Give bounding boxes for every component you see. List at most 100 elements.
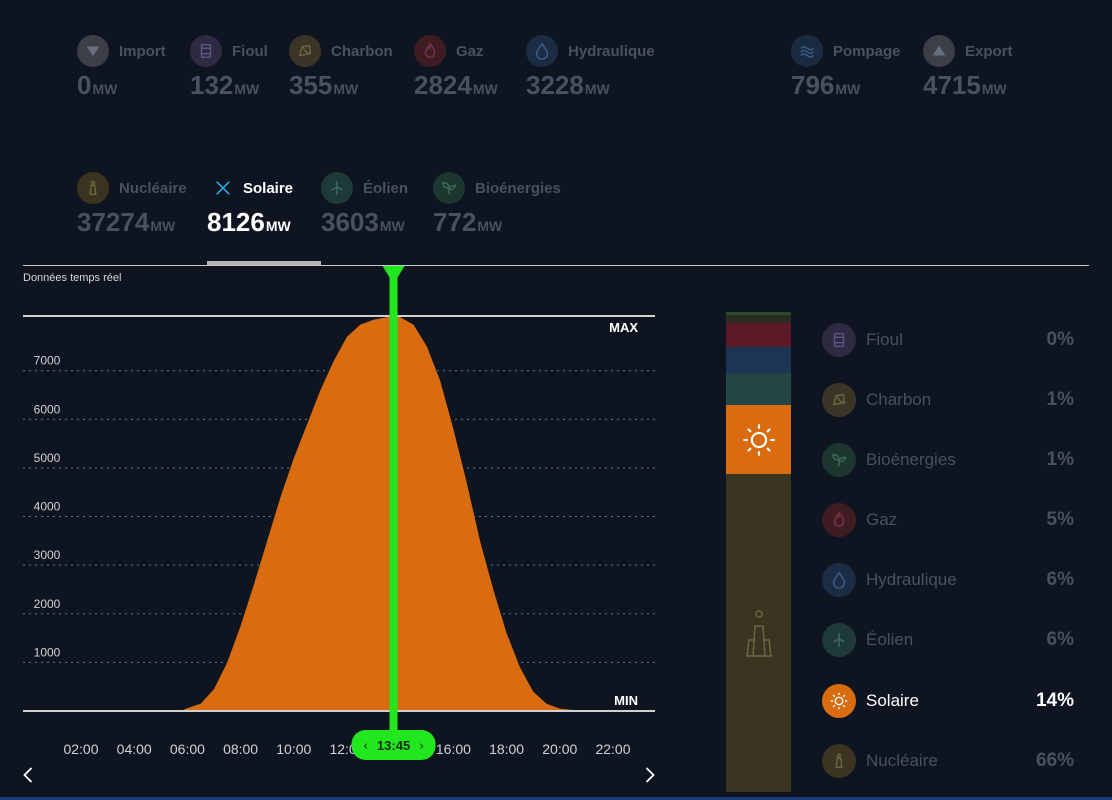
barrel-icon bbox=[822, 323, 856, 357]
x-tick-label: 18:00 bbox=[489, 741, 524, 757]
tile-label: Gaz bbox=[456, 42, 484, 60]
nuclear-plant-icon bbox=[822, 744, 856, 778]
y-tick-label: 5000 bbox=[34, 451, 61, 465]
x-tick-label: 08:00 bbox=[223, 741, 258, 757]
barrel-icon bbox=[190, 35, 222, 67]
chevron-left-icon bbox=[23, 767, 33, 783]
legend-pct: 1% bbox=[1046, 389, 1074, 410]
tile-value: 37274MW bbox=[77, 207, 176, 237]
legend-name: Bioénergies bbox=[866, 450, 956, 469]
y-tick-label: 2000 bbox=[34, 597, 61, 611]
y-tick-label: 4000 bbox=[34, 500, 61, 514]
bottom-accent-bar bbox=[0, 797, 1112, 800]
legend-name: Éolien bbox=[866, 630, 914, 649]
nuclear-plant-icon bbox=[77, 172, 109, 204]
next-arrow[interactable] bbox=[638, 760, 662, 790]
tile-label: Hydraulique bbox=[568, 42, 655, 60]
legend-pct: 6% bbox=[1046, 629, 1074, 650]
tile-import[interactable]: Import 0MW bbox=[77, 35, 166, 98]
x-tick-label: 04:00 bbox=[117, 741, 152, 757]
mix-segment-hydraulique bbox=[726, 347, 791, 373]
nuclear-plant-icon bbox=[745, 610, 772, 657]
wind-turbine-icon bbox=[321, 172, 353, 204]
solar-production-chart[interactable]: 1000 2000 3000 4000 5000 6000 7000 MAX MIN 02:… bbox=[0, 260, 700, 800]
y-tick-label: 1000 bbox=[34, 645, 61, 659]
tile-nucleaire[interactable]: Nucléaire 37274MW bbox=[77, 172, 187, 235]
legend-name: Charbon bbox=[866, 390, 932, 409]
time-cursor[interactable]: ‹ › 13:45 bbox=[351, 266, 436, 760]
legend-name: Solaire bbox=[866, 691, 919, 710]
triangle-down-icon bbox=[77, 35, 109, 67]
time-pill[interactable] bbox=[351, 730, 436, 760]
tile-value: 355MW bbox=[289, 70, 359, 100]
energy-mix-bar bbox=[726, 312, 791, 792]
drop-icon bbox=[526, 35, 558, 67]
wind-turbine-icon bbox=[822, 623, 856, 657]
legend-item-charbon[interactable]: Charbon 1% bbox=[822, 383, 1074, 417]
legend-pct: 6% bbox=[1046, 569, 1074, 590]
tile-label: Pompage bbox=[833, 42, 901, 60]
waves-icon bbox=[791, 35, 823, 67]
leaf-icon bbox=[433, 172, 465, 204]
chevron-right-icon bbox=[645, 767, 655, 783]
y-tick-label: 3000 bbox=[34, 548, 61, 562]
tile-fioul[interactable]: Fioul 132MW bbox=[190, 35, 268, 98]
mix-segment-gaz bbox=[726, 323, 791, 347]
tile-value: 8126MW bbox=[207, 207, 291, 237]
legend-item-solaire[interactable]: Solaire 14% bbox=[822, 684, 1074, 718]
triangle-up-icon bbox=[923, 35, 955, 67]
legend-pct: 1% bbox=[1046, 449, 1074, 470]
tile-label: Fioul bbox=[232, 42, 268, 60]
tile-eolien[interactable]: Éolien 3603MW bbox=[321, 172, 409, 235]
tile-label: Solaire bbox=[243, 179, 294, 197]
min-label: MIN bbox=[614, 693, 638, 708]
legend-item-nucleaire[interactable]: Nucléaire 66% bbox=[822, 744, 1074, 778]
tile-label: Export bbox=[965, 42, 1013, 60]
tile-label: Charbon bbox=[331, 42, 393, 60]
legend-item-eolien[interactable]: Éolien 6% bbox=[822, 623, 1074, 657]
prev-arrow[interactable] bbox=[16, 760, 40, 790]
close-icon[interactable] bbox=[207, 172, 239, 204]
tile-value: 772MW bbox=[433, 207, 503, 237]
sun-icon bbox=[742, 423, 775, 456]
coal-icon bbox=[289, 35, 321, 67]
mix-segment-solaire[interactable] bbox=[726, 405, 791, 474]
tile-value: 3603MW bbox=[321, 207, 405, 237]
tile-label: Éolien bbox=[363, 179, 409, 197]
chevron-right-icon[interactable]: › bbox=[419, 739, 424, 754]
legend-item-hydraulique[interactable]: Hydraulique 6% bbox=[822, 563, 1074, 597]
tile-value: 3228MW bbox=[526, 70, 610, 100]
tile-charbon[interactable]: Charbon 355MW bbox=[289, 35, 393, 98]
legend-item-fioul[interactable]: Fioul 0% bbox=[822, 323, 1074, 357]
tile-gaz[interactable]: Gaz 2824MW bbox=[414, 35, 498, 98]
legend-name: Hydraulique bbox=[866, 570, 957, 589]
x-tick-label: 06:00 bbox=[170, 741, 205, 757]
cursor-time: 13:45 bbox=[377, 738, 410, 753]
tile-export[interactable]: Export 4715MW bbox=[923, 35, 1013, 98]
chevron-left-icon[interactable]: ‹ bbox=[363, 739, 368, 754]
flame-icon bbox=[822, 503, 856, 537]
mix-segment-charbon bbox=[726, 315, 791, 323]
tile-value: 4715MW bbox=[923, 70, 1007, 100]
max-label: MAX bbox=[609, 320, 638, 335]
sun-icon bbox=[822, 684, 856, 718]
tile-hydraulique[interactable]: Hydraulique 3228MW bbox=[526, 35, 655, 98]
y-tick-label: 7000 bbox=[34, 354, 61, 368]
mix-segment-fioul bbox=[726, 312, 791, 315]
legend-item-gaz[interactable]: Gaz 5% bbox=[822, 503, 1074, 537]
legend-name: Fioul bbox=[866, 330, 903, 349]
x-tick-label: 16:00 bbox=[436, 741, 471, 757]
tile-bioenergies[interactable]: Bioénergies 772MW bbox=[433, 172, 561, 235]
legend-name: Nucléaire bbox=[866, 751, 938, 770]
tile-pompage[interactable]: Pompage 796MW bbox=[791, 35, 901, 98]
tile-value: 0MW bbox=[77, 70, 118, 100]
mix-segment-eolien bbox=[726, 373, 791, 405]
tile-value: 132MW bbox=[190, 70, 260, 100]
mix-segment-nucleaire[interactable] bbox=[726, 474, 791, 792]
legend-pct: 14% bbox=[1035, 690, 1074, 711]
y-tick-label: 6000 bbox=[34, 402, 61, 416]
tile-label: Bioénergies bbox=[475, 179, 561, 197]
legend-item-bioenergies[interactable]: Bioénergies 1% bbox=[822, 443, 1074, 477]
x-tick-label: 10:00 bbox=[276, 741, 311, 757]
tile-solaire[interactable]: Solaire 8126MW bbox=[207, 172, 294, 236]
